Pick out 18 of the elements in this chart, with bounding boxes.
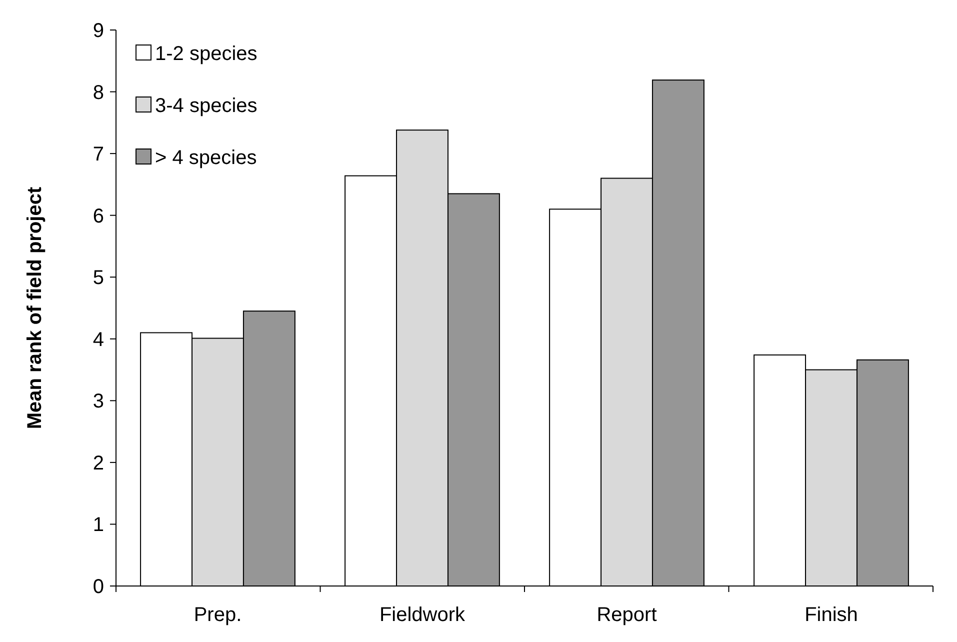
y-tick-label: 7 — [92, 144, 104, 166]
x-tick-label: Fieldwork — [379, 604, 466, 626]
legend-label: 1-2 species — [155, 43, 258, 65]
y-tick-label: 8 — [92, 82, 104, 104]
y-tick-label: 5 — [92, 267, 104, 290]
y-tick-label: 9 — [92, 20, 104, 42]
y-tick-label: 1 — [92, 514, 104, 536]
y-tick-label: 0 — [92, 576, 104, 598]
y-tick-label: 6 — [92, 205, 104, 228]
y-tick-label: 2 — [92, 452, 104, 474]
y-tick-label: 4 — [92, 328, 104, 351]
y-axis-title: Mean rank of field project — [24, 186, 46, 430]
y-tick-label: 3 — [92, 390, 104, 413]
x-tick-label: Prep. — [194, 604, 242, 626]
legend-label: > 4 species — [155, 147, 257, 169]
x-tick-label: Report — [596, 604, 658, 626]
x-tick-label: Finish — [804, 604, 858, 626]
legend-label: 3-4 species — [155, 95, 258, 117]
